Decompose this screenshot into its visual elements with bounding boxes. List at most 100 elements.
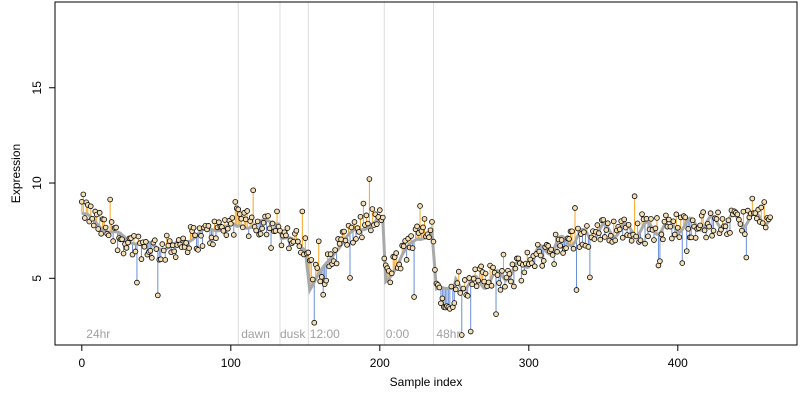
data-point (496, 280, 502, 286)
data-point (719, 216, 726, 222)
data-point (172, 254, 179, 260)
data-point (157, 256, 164, 263)
data-point (79, 198, 85, 205)
data-point (163, 232, 170, 239)
data-point (430, 238, 437, 245)
data-point (485, 279, 492, 286)
data-point (332, 247, 338, 253)
data-point (524, 249, 531, 256)
data-point (134, 279, 140, 286)
data-point (642, 240, 648, 247)
data-point (511, 283, 517, 290)
data-point (208, 234, 215, 241)
data-point (603, 227, 610, 233)
condition-label: 12:00 (310, 327, 340, 341)
data-point (436, 284, 443, 291)
y-tick-label: 5 (30, 275, 44, 282)
data-point (98, 231, 104, 237)
data-point (661, 218, 668, 225)
data-point (718, 226, 724, 233)
data-point (420, 224, 426, 231)
data-point (762, 224, 769, 231)
data-point (368, 227, 374, 234)
data-point (537, 252, 544, 259)
data-point (274, 208, 280, 215)
data-point (466, 275, 473, 281)
data-point (147, 247, 154, 254)
data-point (683, 248, 690, 254)
data-point (135, 233, 142, 240)
data-point (299, 208, 306, 215)
data-point (663, 212, 669, 219)
data-point (464, 293, 471, 299)
data-point (506, 271, 513, 277)
data-point (670, 218, 677, 225)
plot-frame (54, 1, 798, 346)
data-point (473, 283, 480, 290)
condition-labels: 24hr dawn dusk 12:00 0:00 48hr (86, 327, 460, 341)
data-point (727, 230, 733, 236)
data-point (700, 209, 706, 215)
data-point (429, 219, 435, 225)
data-points (79, 176, 773, 338)
data-point (499, 268, 505, 274)
data-point (570, 245, 577, 252)
data-point (569, 228, 575, 235)
data-point (692, 235, 699, 241)
data-point (458, 332, 465, 338)
data-point (309, 276, 316, 283)
data-point (539, 263, 546, 269)
data-point (591, 236, 598, 242)
data-point (628, 237, 635, 244)
data-point (89, 215, 96, 222)
data-point (759, 220, 766, 226)
data-point (278, 242, 285, 249)
data-point (722, 223, 729, 230)
data-point (600, 216, 607, 223)
data-point (710, 227, 717, 234)
data-point (503, 274, 510, 281)
data-point (338, 236, 344, 243)
data-point (397, 265, 404, 272)
data-point (515, 255, 522, 262)
data-point (162, 257, 169, 263)
data-point (660, 236, 666, 243)
data-point (597, 236, 604, 243)
data-point (621, 216, 627, 223)
data-point (581, 229, 587, 235)
data-point (245, 233, 252, 239)
y-axis-label: Expression (9, 144, 23, 203)
data-point (421, 216, 428, 222)
data-point (283, 232, 289, 239)
data-point (198, 232, 204, 239)
data-point (475, 277, 481, 284)
data-point (348, 224, 355, 231)
data-point (305, 249, 312, 256)
condition-label: 48hr (436, 327, 460, 341)
data-point (500, 251, 507, 258)
data-point (244, 208, 251, 214)
data-point (269, 220, 276, 227)
data-point (667, 223, 674, 230)
y-tick-label: 10 (30, 176, 44, 190)
data-point (222, 217, 228, 223)
data-point (238, 215, 245, 222)
data-point (585, 244, 592, 250)
data-point (110, 238, 116, 244)
data-point (645, 233, 651, 240)
data-point (540, 258, 547, 264)
data-point (107, 196, 113, 203)
data-point (228, 220, 234, 227)
x-tick-label: 300 (519, 356, 539, 370)
data-point (356, 229, 362, 235)
data-point (101, 216, 107, 223)
data-point (263, 231, 270, 238)
data-point (131, 233, 137, 239)
data-point (688, 234, 695, 241)
data-point (573, 287, 580, 293)
x-tick-label: 100 (221, 356, 241, 370)
data-point (315, 238, 322, 245)
data-point (490, 264, 496, 271)
data-point (634, 220, 641, 227)
data-point (637, 237, 644, 244)
